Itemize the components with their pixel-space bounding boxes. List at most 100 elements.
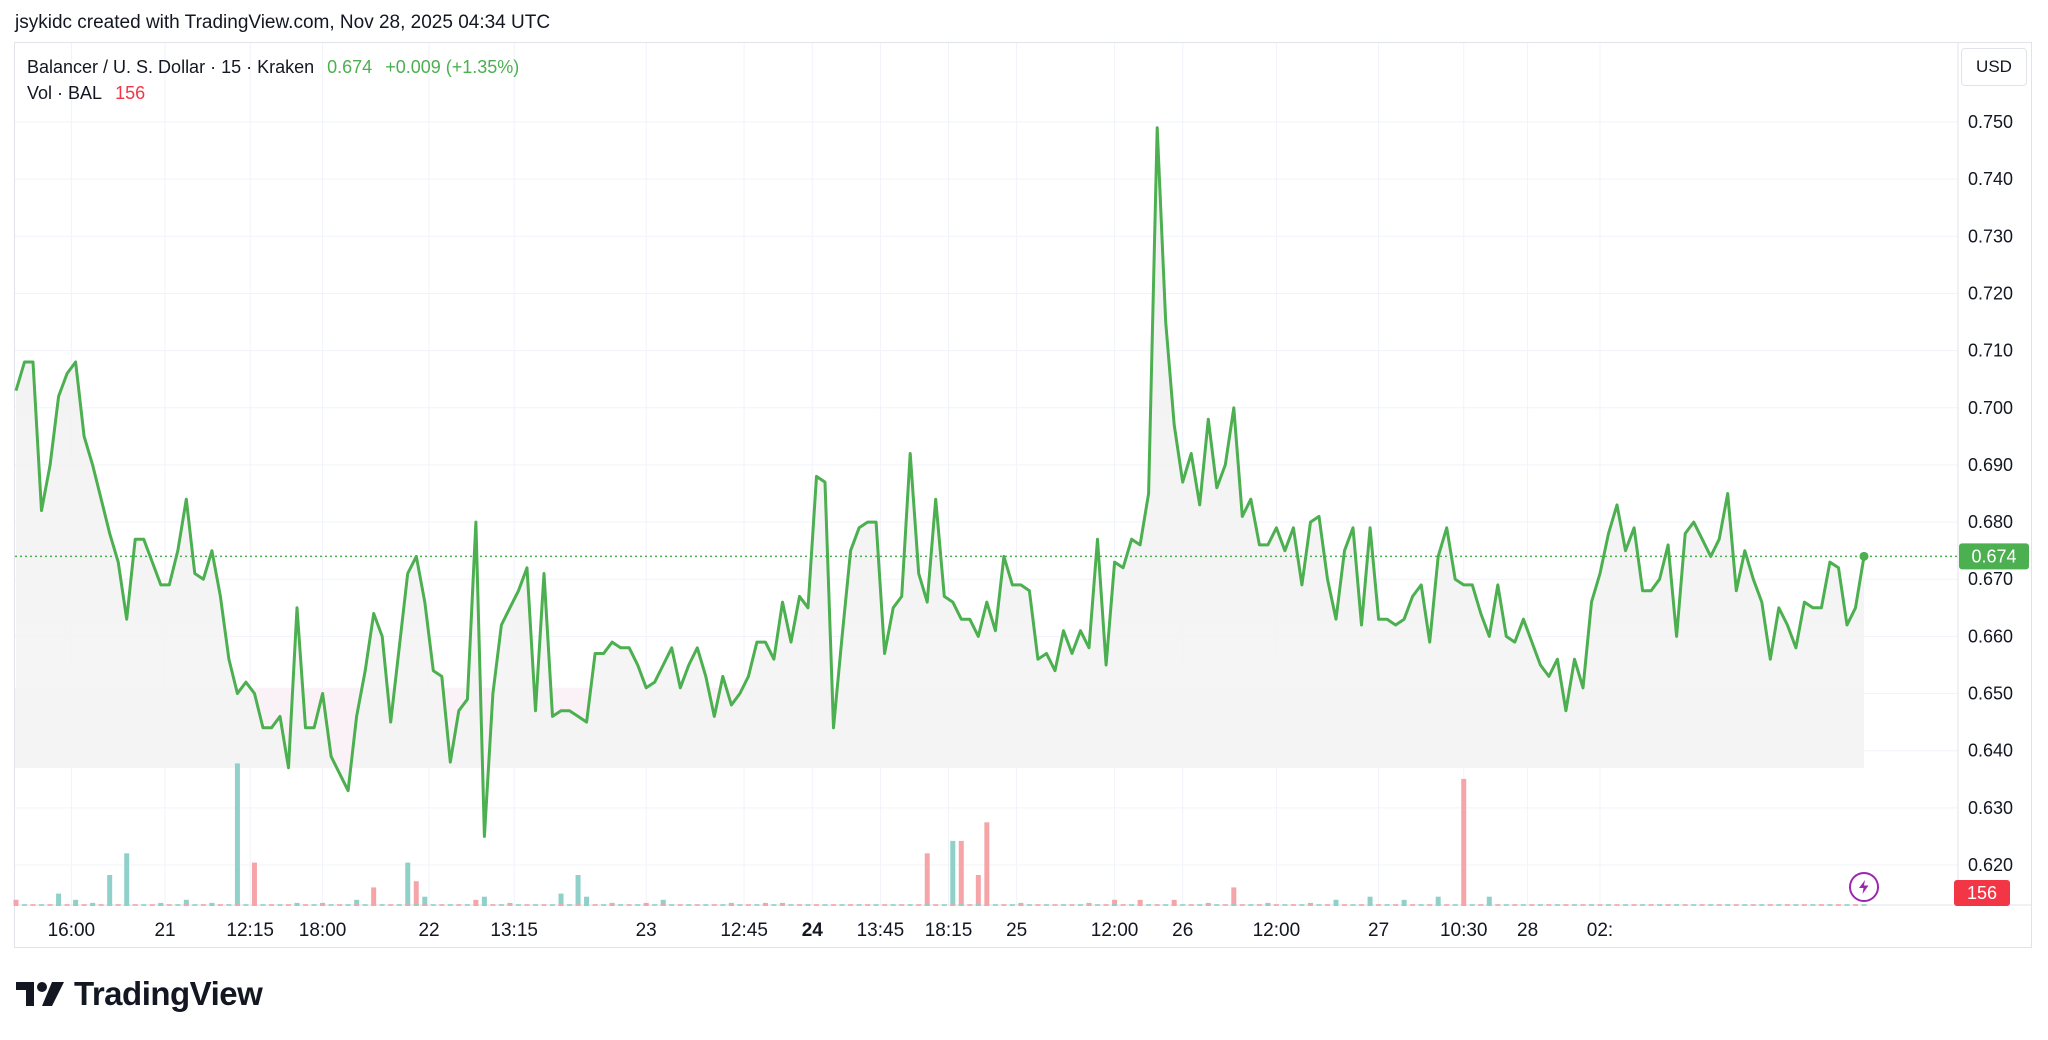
volume-bar-min <box>30 904 36 906</box>
volume-bar-min <box>609 904 615 906</box>
volume-bar <box>73 899 79 906</box>
volume-bar-min <box>149 904 155 906</box>
volume-label[interactable]: Vol · BAL <box>27 83 103 103</box>
volume-bar-min <box>1486 904 1492 906</box>
volume-bar-min <box>848 904 854 906</box>
volume-bar-min <box>992 904 998 906</box>
volume-bar-min <box>814 904 820 906</box>
x-tick-label: 16:00 <box>48 920 96 941</box>
volume-bar-min <box>831 904 837 906</box>
volume-bar <box>413 881 419 906</box>
volume-bar-min <box>558 904 564 906</box>
price-chart[interactable]: 0.750 0.740 0.730 0.720 0.710 0.700 0.690 0.680… <box>0 0 2048 960</box>
volume-bar-min <box>1852 904 1858 906</box>
volume-bar-min <box>490 904 496 906</box>
volume-bar-min <box>635 904 641 906</box>
volume-bar-min <box>1597 904 1603 906</box>
y-tick-label: 0.690 <box>1968 455 2013 475</box>
y-tick-label: 0.740 <box>1968 169 2013 189</box>
currency-button[interactable]: USD <box>1961 48 2027 86</box>
symbol-title[interactable]: Balancer / U. S. Dollar · 15 · Kraken <box>27 57 315 77</box>
volume-bar <box>1435 896 1441 906</box>
volume-bar-min <box>1606 904 1612 906</box>
attribution-text: jsykidc created with TradingView.com, No… <box>15 12 551 33</box>
lightning-glyph <box>1859 880 1869 894</box>
volume-bar <box>481 896 487 906</box>
volume-bar-min <box>81 904 87 906</box>
volume-bar-min <box>660 904 666 906</box>
volume-bar-min <box>822 904 828 906</box>
volume-bar <box>1137 899 1143 906</box>
volume-bar-min <box>107 904 113 906</box>
volume-bar-min <box>158 904 164 906</box>
volume-bar-min <box>1239 904 1245 906</box>
volume-bar-min <box>703 904 709 906</box>
volume-bar-min <box>1427 904 1433 906</box>
volume-bar-min <box>1359 904 1365 906</box>
volume-bar-min <box>515 904 521 906</box>
volume-bar <box>234 763 240 906</box>
tradingview-brand[interactable]: TradingView <box>16 975 263 1013</box>
volume-bar-min <box>1018 904 1024 906</box>
volume-bar <box>1333 899 1339 906</box>
volume-bar-min <box>1052 904 1058 906</box>
y-tick-label: 0.700 <box>1968 398 2013 418</box>
last-point-marker <box>1859 551 1869 561</box>
volume-bar-min <box>320 904 326 906</box>
volume-bar-min <box>1588 904 1594 906</box>
volume-bar-min <box>1478 904 1484 906</box>
volume-bar-min <box>1197 904 1203 906</box>
volume-tag <box>1954 880 2010 906</box>
x-tick-label: 21 <box>154 920 175 941</box>
volume-bar <box>984 822 990 906</box>
volume-bar-min <box>47 904 53 906</box>
volume-bar <box>473 899 479 906</box>
y-tick-label: 0.730 <box>1968 226 2013 246</box>
volume-bar-min <box>1290 904 1296 906</box>
volume-bar-min <box>1265 904 1271 906</box>
volume-bar-min <box>532 904 538 906</box>
volume-bar-min <box>1691 904 1697 906</box>
price-line <box>14 126 1866 838</box>
volume-bar-min <box>405 904 411 906</box>
volume-tag-label: 156 <box>1967 883 1997 903</box>
x-tick-label: 18:15 <box>925 920 973 941</box>
volume-bar-min <box>916 904 922 906</box>
volume-bar-min <box>1248 904 1254 906</box>
volume-bar <box>56 893 62 906</box>
volume-bar-min <box>1376 904 1382 906</box>
volume-bar-min <box>1086 904 1092 906</box>
volume-bar-min <box>1171 904 1177 906</box>
volume-bar-min <box>337 904 343 906</box>
x-tick-label: 13:15 <box>490 920 538 941</box>
y-tick-label: 0.640 <box>1968 741 2013 761</box>
volume-bar-min <box>1026 904 1032 906</box>
volume-bar-min <box>1614 904 1620 906</box>
volume-bar-min <box>1767 904 1773 906</box>
volume-bar-min <box>200 904 206 906</box>
last-price-tag <box>1959 543 2029 570</box>
volume-bar-min <box>379 904 385 906</box>
lightning-icon[interactable] <box>1849 872 1879 902</box>
volume-bar-min <box>1623 904 1629 906</box>
volume-bar <box>251 862 257 906</box>
volume-bar-min <box>1120 904 1126 906</box>
volume-bar-min <box>311 904 317 906</box>
volume-bar-min <box>345 904 351 906</box>
volume-bar-min <box>1410 904 1416 906</box>
volume-bar <box>107 875 113 906</box>
volume-bar-min <box>1520 904 1526 906</box>
volume-bar-min <box>771 904 777 906</box>
volume-bar-min <box>303 904 309 906</box>
y-tick-label: 0.630 <box>1968 798 2013 818</box>
volume-bar-min <box>56 904 62 906</box>
volume-bar-min <box>1529 904 1535 906</box>
volume-bar-min <box>481 904 487 906</box>
volume-bar-min <box>1682 904 1688 906</box>
volume-bar-min <box>132 904 138 906</box>
volume-bar <box>1231 887 1237 906</box>
volume-bar-min <box>286 904 292 906</box>
volume-bar-min <box>779 904 785 906</box>
volume-bar <box>1401 899 1407 906</box>
volume-bar <box>422 896 428 906</box>
